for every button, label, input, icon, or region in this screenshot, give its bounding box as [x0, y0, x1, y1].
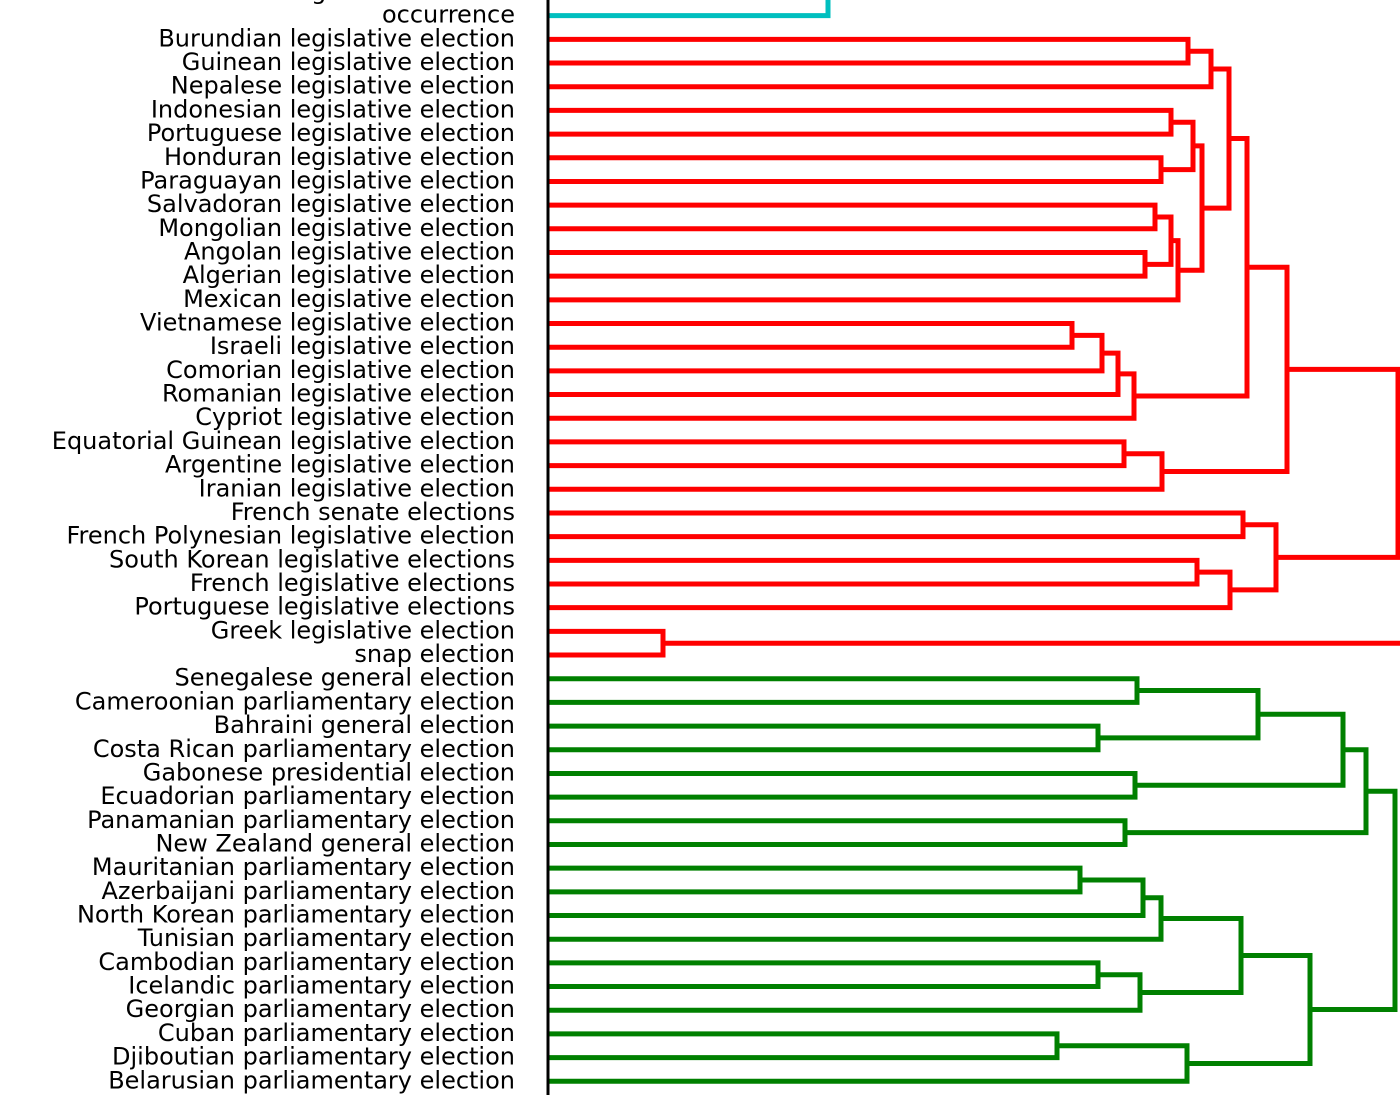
leaf-label: Argentine legislative election [165, 451, 515, 479]
dendrogram-link [548, 1031, 1060, 1061]
leaf-label: Equatorial Guinean legislative election [52, 427, 515, 455]
dendrogram-link [548, 238, 1181, 303]
dendrogram-link [548, 249, 1148, 279]
dendrogram-link [548, 628, 666, 658]
leaf-label: Romanian legislative election [162, 380, 515, 408]
dendrogram-link [548, 770, 1138, 800]
dendrogram-link [548, 0, 831, 19]
leaf-label: Nepalese legislative election [171, 72, 515, 100]
dendrogram-link [1178, 143, 1205, 273]
dendrogram-link [548, 451, 1165, 492]
dendrogram-link [1161, 119, 1196, 173]
leaf-label: Portuguese legislative election [147, 119, 515, 147]
leaf-label: Honduran legislative election [164, 143, 515, 171]
dendrogram-link [1276, 366, 1400, 560]
dendrogram-link [548, 895, 1164, 942]
dendrogram-link [548, 960, 1101, 990]
dendrogram-link [548, 569, 1233, 611]
dendrogram-link [1135, 711, 1346, 788]
leaf-label: Gabonese presidential election [143, 758, 515, 786]
dendrogram-link [548, 48, 1214, 90]
dendrogram-link [663, 460, 1400, 646]
dendrogram-link [548, 202, 1158, 232]
dendrogram-link [1202, 66, 1232, 211]
leaf-label: New Zealand general election [155, 829, 515, 857]
leaf-label: Salvadoran legislative election [147, 190, 515, 218]
leaf-label: French Polynesian legislative election [66, 522, 515, 550]
dendrogram-link [548, 877, 1146, 919]
leaf-label: snap election [354, 640, 515, 668]
dendrogram-link [548, 818, 1128, 847]
leaf-label: Djiboutian parliamentary election [112, 1043, 515, 1071]
leaf-label: Iranian legislative election [199, 474, 515, 502]
leaf-label: Panamanian parliamentary election [87, 806, 515, 834]
dendrogram-link [548, 865, 1083, 895]
leaf-label: Angolan legislative election [184, 237, 515, 265]
dendrogram-link [1310, 788, 1398, 1012]
dendrogram-link [548, 107, 1174, 137]
leaf-label: Vietnamese legislative election [140, 309, 515, 337]
dendrogram-link [548, 321, 1075, 350]
dendrogram-link [1145, 214, 1174, 267]
dendrogram-link [548, 350, 1121, 398]
leaf-label: Costa Rican parliamentary election [93, 735, 515, 763]
leaf-label: Cambodian parliamentary election [98, 948, 515, 976]
leaf-label: Bahraini general election [214, 711, 515, 739]
leaf-label: Paraguayan legislative election [140, 166, 515, 194]
leaf-label: French legislative elections [190, 569, 515, 597]
leaf-label: Algerian legislative election [183, 261, 515, 289]
dendrogram-link [1187, 952, 1313, 1067]
dendrogram-link [548, 332, 1105, 374]
dendrogram-link [1162, 264, 1290, 475]
dendrogram-link [548, 557, 1200, 587]
leaf-label: Cuban parliamentary election [158, 1019, 515, 1047]
leaf-label: Comorian legislative election [166, 356, 515, 384]
dendrogram-link [1098, 688, 1261, 741]
leaf-label: Tunisian parliamentary election [137, 924, 515, 952]
dendrogram-link [1140, 915, 1244, 995]
dendrogram-link [548, 676, 1140, 705]
leaf-label: French senate elections [231, 498, 515, 526]
leaf-label: Portuguese legislative elections [134, 593, 515, 621]
leaf-label: Ecuadorian parliamentary election [100, 782, 515, 810]
dendrogram-link [548, 155, 1164, 184]
dendrogram-link [548, 439, 1127, 469]
dendrogram-link [548, 1043, 1190, 1084]
dendrogram-link [548, 972, 1143, 1013]
leaf-label: Azerbaijani parliamentary election [101, 877, 515, 905]
leaf-label: Mauritanian parliamentary election [92, 853, 515, 881]
leaf-label: occurrence [382, 1, 515, 29]
leaf-label: Guinean legislative election [182, 48, 515, 76]
leaf-label: legislative election [290, 0, 515, 5]
leaf-label: Israeli legislative election [210, 332, 515, 360]
leaf-label: Georgian parliamentary election [126, 995, 515, 1023]
leaf-label: Icelandic parliamentary election [128, 972, 515, 1000]
leaf-label: Senegalese general election [175, 664, 515, 692]
leaf-label: Indonesian legislative election [151, 95, 515, 123]
leaf-label: North Korean parliamentary election [77, 901, 515, 929]
leaf-label: Mongolian legislative election [158, 214, 515, 242]
leaf-label: Belarusian parliamentary election [108, 1066, 515, 1094]
leaf-label: South Korean legislative elections [109, 545, 515, 573]
leaf-label: Mexican legislative election [183, 285, 515, 313]
leaf-label: Greek legislative election [211, 616, 515, 644]
dendrogram-link [1125, 747, 1369, 836]
dendrogram-link [548, 510, 1246, 540]
leaf-label: Cameroonian parliamentary election [75, 687, 515, 715]
dendrogram-link [548, 723, 1101, 753]
leaf-label: Cypriot legislative election [195, 403, 515, 431]
leaf-label: Burundian legislative election [158, 24, 515, 52]
dendrogram-link [548, 36, 1191, 66]
